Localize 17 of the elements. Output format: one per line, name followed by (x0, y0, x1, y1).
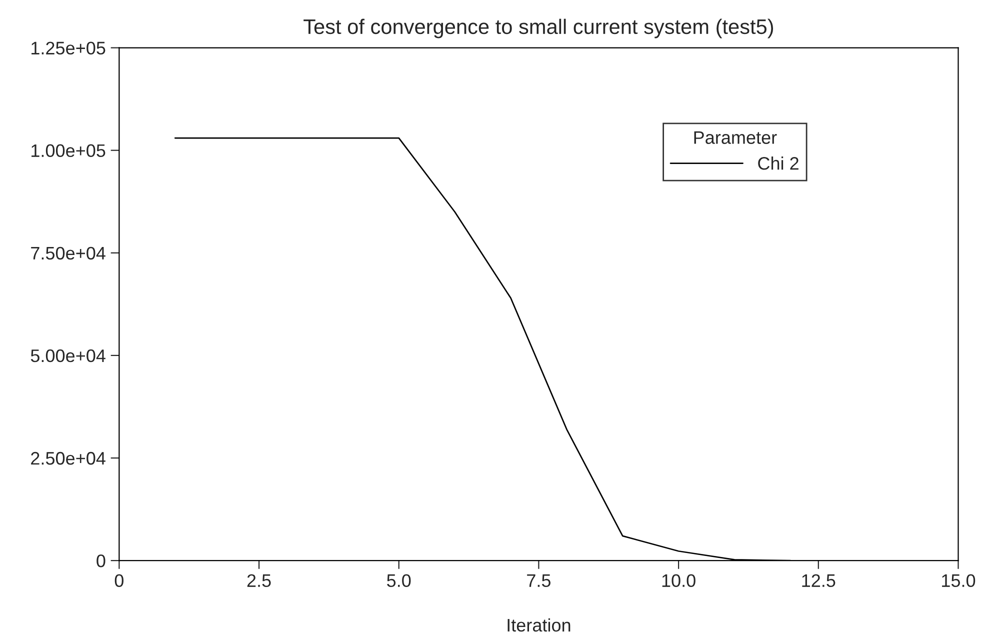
x-tick-label: 5.0 (387, 574, 411, 588)
x-tick-label: 15.0 (942, 574, 976, 588)
legend-title: Parameter (694, 131, 777, 144)
y-tick-label: 5.00e+04 (30, 349, 106, 362)
x-tick-label: 12.5 (802, 574, 836, 588)
y-tick-label: 2.50e+04 (31, 452, 106, 465)
y-tick-label: 1.00e+05 (32, 144, 106, 158)
legend-label: Chi 2 (758, 156, 798, 170)
x-tick-label: 10.0 (662, 574, 696, 588)
x-tick-label: 0 (114, 574, 124, 588)
y-tick-label: 7.50e+04 (31, 246, 106, 260)
y-tick-label: 0 (96, 554, 106, 568)
y-tick-label: 1.25e+05 (32, 42, 106, 54)
x-tick-label: 2.5 (247, 574, 271, 588)
chart-title: Test of convergence to small current system (test5) (304, 18, 774, 38)
x-axis-title: Iteration (508, 618, 570, 632)
x-tick-label: 7.5 (527, 574, 550, 588)
